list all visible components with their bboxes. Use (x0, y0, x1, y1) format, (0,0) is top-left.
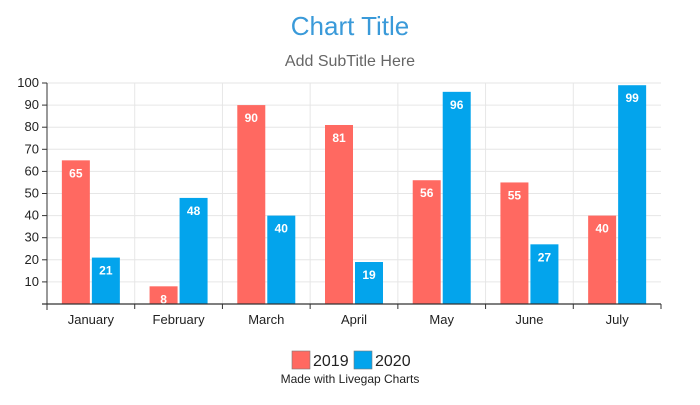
x-tick-label: July (606, 312, 630, 327)
x-tick-label: June (515, 312, 543, 327)
bar-2020-may (442, 91, 471, 304)
bar-2019-march (237, 105, 266, 304)
y-tick-label: 40 (25, 208, 39, 223)
legend: 2019 2020 (291, 350, 411, 370)
data-label: 99 (625, 91, 639, 105)
legend-swatch-2019 (291, 350, 311, 370)
x-tick-label: April (341, 312, 367, 327)
bar-2020-july (618, 85, 647, 305)
data-label: 96 (450, 98, 464, 112)
data-label: 8 (160, 292, 167, 306)
legend-label-2019: 2019 (313, 353, 349, 370)
bar-2020-april (355, 262, 383, 304)
data-label: 27 (538, 250, 552, 264)
chart-title: Chart Title (291, 11, 410, 41)
bar-2019-may (412, 180, 441, 304)
y-tick-label: 10 (25, 274, 39, 289)
bars: 65 21 8 48 90 40 81 19 56 96 55 27 40 99 (61, 85, 647, 306)
data-label: 55 (508, 188, 522, 202)
data-label: 90 (245, 111, 259, 125)
bar-2020-march (267, 215, 296, 304)
x-tick-label: May (429, 312, 454, 327)
bar-2020-june (530, 244, 559, 304)
x-tick-label: March (248, 312, 284, 327)
y-tick-label: 80 (25, 119, 39, 134)
data-label: 40 (275, 222, 289, 236)
data-label: 21 (99, 264, 113, 278)
x-tick-label: January (68, 312, 115, 327)
data-label: 81 (332, 131, 346, 145)
data-label: 56 (420, 186, 434, 200)
grid-lines (47, 82, 661, 304)
bar-2019-july (588, 215, 617, 304)
data-label: 40 (595, 222, 609, 236)
y-tick-label: 30 (25, 230, 39, 245)
bar-2019-june (500, 182, 529, 304)
x-tick-label: February (153, 312, 206, 327)
chart-credit: Made with Livegap Charts (281, 372, 420, 386)
y-tick-label: 70 (25, 141, 39, 156)
y-tick-label: 20 (25, 252, 39, 267)
legend-label-2020: 2020 (375, 353, 411, 370)
bar-2020-january (91, 257, 120, 304)
y-tick-label: 100 (17, 75, 39, 90)
axes: 10 20 30 40 50 60 70 80 90 100 January February Marc… (17, 75, 662, 327)
y-tick-label: 60 (25, 163, 39, 178)
bar-2020-february (179, 197, 208, 304)
data-label: 19 (362, 268, 376, 282)
data-label: 48 (187, 204, 201, 218)
bar-2019-april (325, 124, 353, 305)
bar-2019-january (61, 160, 90, 304)
chart-subtitle: Add SubTitle Here (285, 53, 415, 70)
y-tick-label: 90 (25, 97, 39, 112)
data-label: 65 (69, 166, 83, 180)
y-tick-label: 50 (25, 186, 39, 201)
legend-swatch-2020 (353, 350, 373, 370)
bar-2019-february (149, 286, 178, 304)
